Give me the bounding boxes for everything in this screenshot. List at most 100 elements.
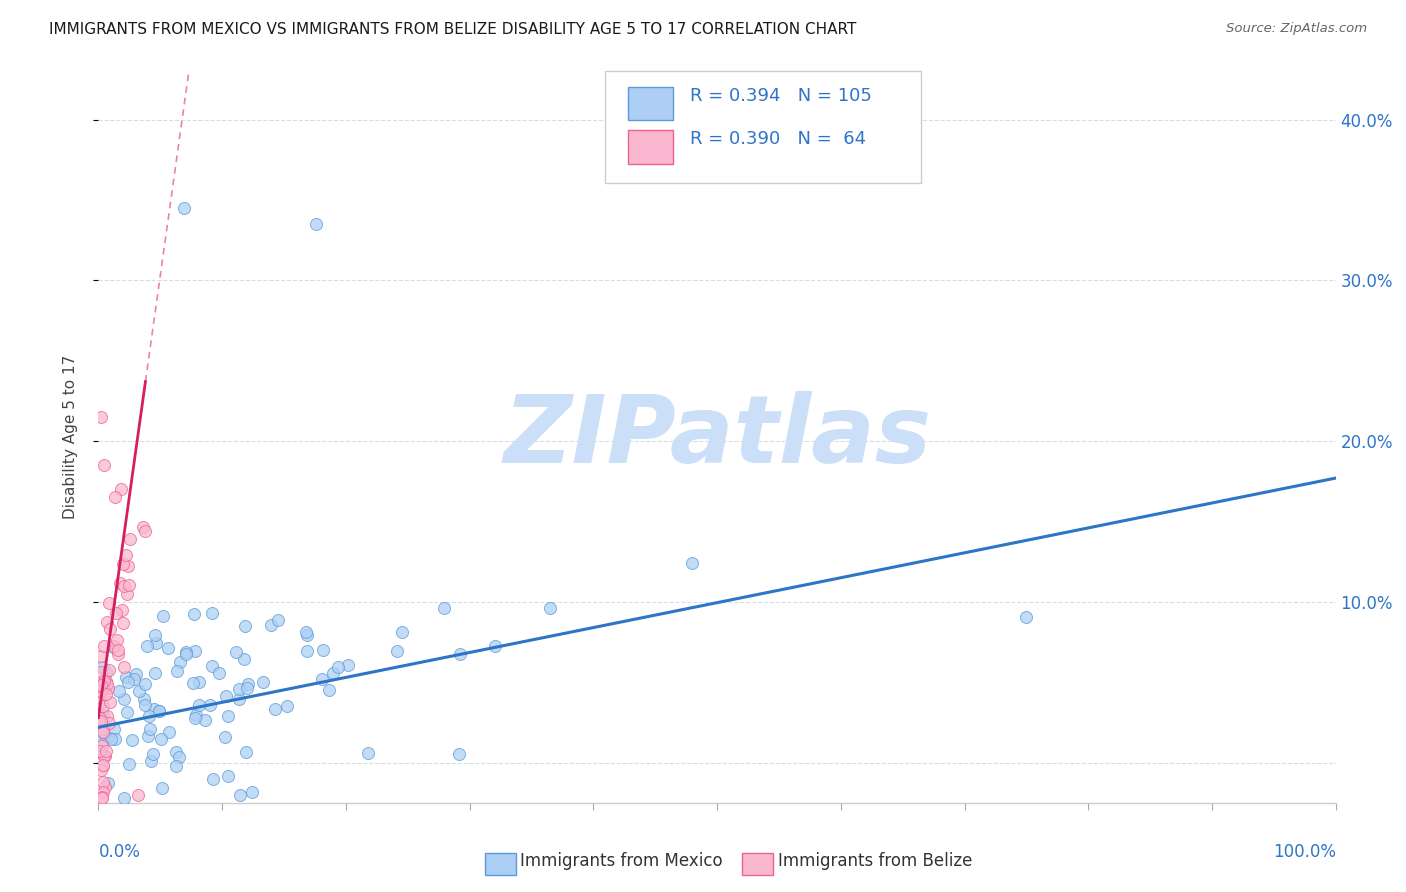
Point xyxy=(225,645,247,659)
Point xyxy=(156,640,179,655)
Point xyxy=(184,711,207,725)
Point xyxy=(183,607,205,621)
Point xyxy=(91,784,114,798)
Point xyxy=(90,660,112,674)
Point xyxy=(188,698,211,712)
Point xyxy=(202,772,225,786)
Point xyxy=(93,458,115,473)
Point xyxy=(90,684,112,698)
Point xyxy=(136,729,159,743)
Point xyxy=(236,676,259,690)
Point xyxy=(252,675,274,690)
Point xyxy=(198,698,221,712)
Point xyxy=(118,757,141,772)
Point xyxy=(117,706,139,720)
Point xyxy=(236,681,259,696)
Point xyxy=(143,665,166,680)
Point xyxy=(112,659,135,673)
Point xyxy=(194,714,217,728)
Point xyxy=(90,409,112,424)
Point xyxy=(89,744,111,758)
Point xyxy=(128,684,150,698)
Point xyxy=(167,750,190,764)
Point xyxy=(94,744,117,758)
Point xyxy=(89,679,111,693)
Point xyxy=(104,732,127,747)
Point xyxy=(385,644,408,658)
Point xyxy=(336,657,359,672)
Point xyxy=(538,601,561,615)
Point xyxy=(357,746,380,760)
Point xyxy=(108,576,131,591)
Point xyxy=(165,759,187,773)
Point xyxy=(121,732,143,747)
Point xyxy=(103,722,125,736)
Point xyxy=(681,557,703,571)
Point xyxy=(96,709,118,723)
Point xyxy=(263,702,285,716)
Point xyxy=(217,769,239,783)
Point xyxy=(120,533,142,547)
Point xyxy=(104,606,127,620)
Point xyxy=(276,698,298,713)
Text: R = 0.390   N =  64: R = 0.390 N = 64 xyxy=(690,130,866,148)
Point xyxy=(201,606,224,620)
Point xyxy=(101,640,124,655)
Point xyxy=(98,694,121,708)
Point xyxy=(228,788,250,802)
Point xyxy=(174,645,197,659)
Point xyxy=(228,692,250,706)
Point xyxy=(322,666,344,681)
Point xyxy=(111,558,134,572)
Text: Source: ZipAtlas.com: Source: ZipAtlas.com xyxy=(1226,22,1367,36)
Point xyxy=(148,704,170,718)
Point xyxy=(184,707,207,722)
Point xyxy=(112,579,135,593)
Point xyxy=(200,658,222,673)
Point xyxy=(103,639,125,653)
Point xyxy=(232,652,254,666)
Point xyxy=(207,666,229,681)
Point xyxy=(90,763,112,777)
Point xyxy=(97,776,120,790)
Point xyxy=(260,618,283,632)
Point xyxy=(318,683,340,698)
Point xyxy=(150,781,173,796)
Point xyxy=(90,648,112,663)
Point xyxy=(112,791,135,805)
Point xyxy=(311,673,333,687)
Point xyxy=(100,732,122,747)
Point xyxy=(96,673,118,688)
Point xyxy=(433,600,456,615)
Point xyxy=(98,596,121,610)
Point xyxy=(174,648,197,662)
Point xyxy=(104,491,127,505)
Point xyxy=(217,709,239,723)
Point xyxy=(143,628,166,642)
Point xyxy=(132,520,155,534)
Point xyxy=(1015,610,1038,624)
Point xyxy=(183,643,205,657)
Point xyxy=(93,724,115,739)
Point xyxy=(228,682,250,697)
Point xyxy=(96,615,118,629)
Point xyxy=(114,670,136,684)
Point xyxy=(114,549,136,563)
Point xyxy=(214,730,236,744)
Point xyxy=(94,665,117,680)
Point xyxy=(90,682,112,697)
Point xyxy=(142,701,165,715)
Point xyxy=(91,724,114,739)
Point xyxy=(117,559,139,574)
Point xyxy=(173,201,195,215)
Point xyxy=(97,716,120,731)
Text: Immigrants from Mexico: Immigrants from Mexico xyxy=(520,852,723,870)
Point xyxy=(91,723,114,737)
Point xyxy=(139,723,162,737)
Point xyxy=(90,695,112,709)
Point xyxy=(157,724,180,739)
Point xyxy=(90,714,112,728)
Y-axis label: Disability Age 5 to 17: Disability Age 5 to 17 xyxy=(63,355,77,519)
Point xyxy=(326,660,349,674)
Point xyxy=(91,759,114,773)
